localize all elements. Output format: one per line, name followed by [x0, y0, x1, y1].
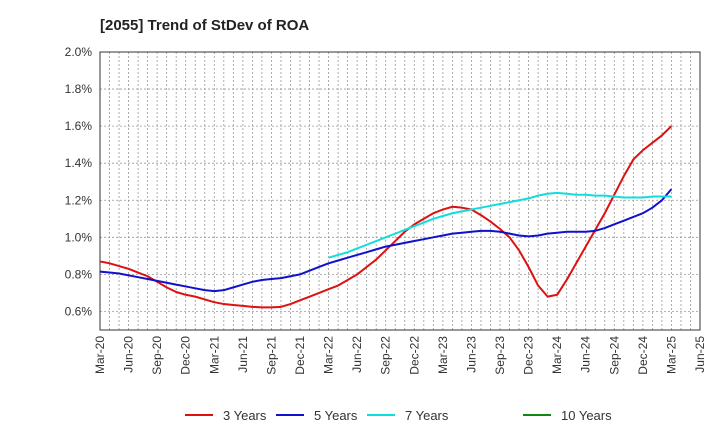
x-tick-label: Mar-24 [550, 336, 564, 374]
y-tick-label: 0.6% [65, 304, 93, 318]
x-tick-label: Jun-22 [350, 336, 364, 373]
x-tick-label: Mar-21 [207, 336, 221, 374]
x-tick-label: Sep-22 [379, 336, 393, 375]
series-lines [99, 125, 673, 309]
y-tick-label: 1.8% [65, 82, 93, 96]
series-line-7-years [328, 191, 672, 259]
x-tick-label: Dec-23 [522, 336, 536, 375]
x-tick-label: Jun-21 [236, 336, 250, 373]
x-tick-label: Sep-20 [150, 336, 164, 375]
x-tick-label: Mar-23 [436, 336, 450, 374]
x-tick-label: Mar-25 [664, 336, 678, 374]
plot-area [99, 51, 701, 331]
x-tick-label: Sep-24 [607, 336, 621, 375]
legend: 3 Years 5 Years 7 Years 10 Years [185, 408, 612, 423]
x-tick-label: Jun-23 [464, 336, 478, 373]
y-tick-label: 2.0% [65, 45, 93, 59]
series-line-3-years [99, 125, 673, 309]
legend-label: 5 Years [314, 408, 358, 423]
y-tick-label: 1.4% [65, 156, 93, 170]
x-tick-label: Jun-25 [693, 336, 707, 373]
y-tick-label: 1.6% [65, 119, 93, 133]
x-tick-label: Dec-20 [179, 336, 193, 375]
x-tick-label: Mar-20 [93, 336, 107, 374]
x-tick-label: Dec-22 [407, 336, 421, 375]
y-tick-label: 0.8% [65, 267, 93, 281]
y-tick-label: 1.0% [65, 230, 93, 244]
x-axis: Mar-20 Jun-20 Sep-20 Dec-20 Mar-21 Jun-21 Sep-… [93, 336, 707, 375]
legend-label: 3 Years [223, 408, 267, 423]
x-tick-label: Dec-21 [293, 336, 307, 375]
series-line-5-years [99, 188, 673, 293]
chart-title: [2055] Trend of StDev of ROA [100, 17, 309, 34]
legend-label: 10 Years [561, 408, 612, 423]
x-tick-label: Sep-23 [493, 336, 507, 375]
y-axis: 0.6% 0.8% 1.0% 1.2% 1.4% 1.6% 1.8% 2.0% [65, 45, 93, 318]
x-tick-label: Dec-24 [636, 336, 650, 375]
y-tick-label: 1.2% [65, 193, 93, 207]
x-tick-label: Jun-24 [579, 336, 593, 373]
x-tick-label: Sep-21 [264, 336, 278, 375]
legend-label: 7 Years [405, 408, 449, 423]
x-tick-label: Jun-20 [122, 336, 136, 373]
x-tick-label: Mar-22 [322, 336, 336, 374]
